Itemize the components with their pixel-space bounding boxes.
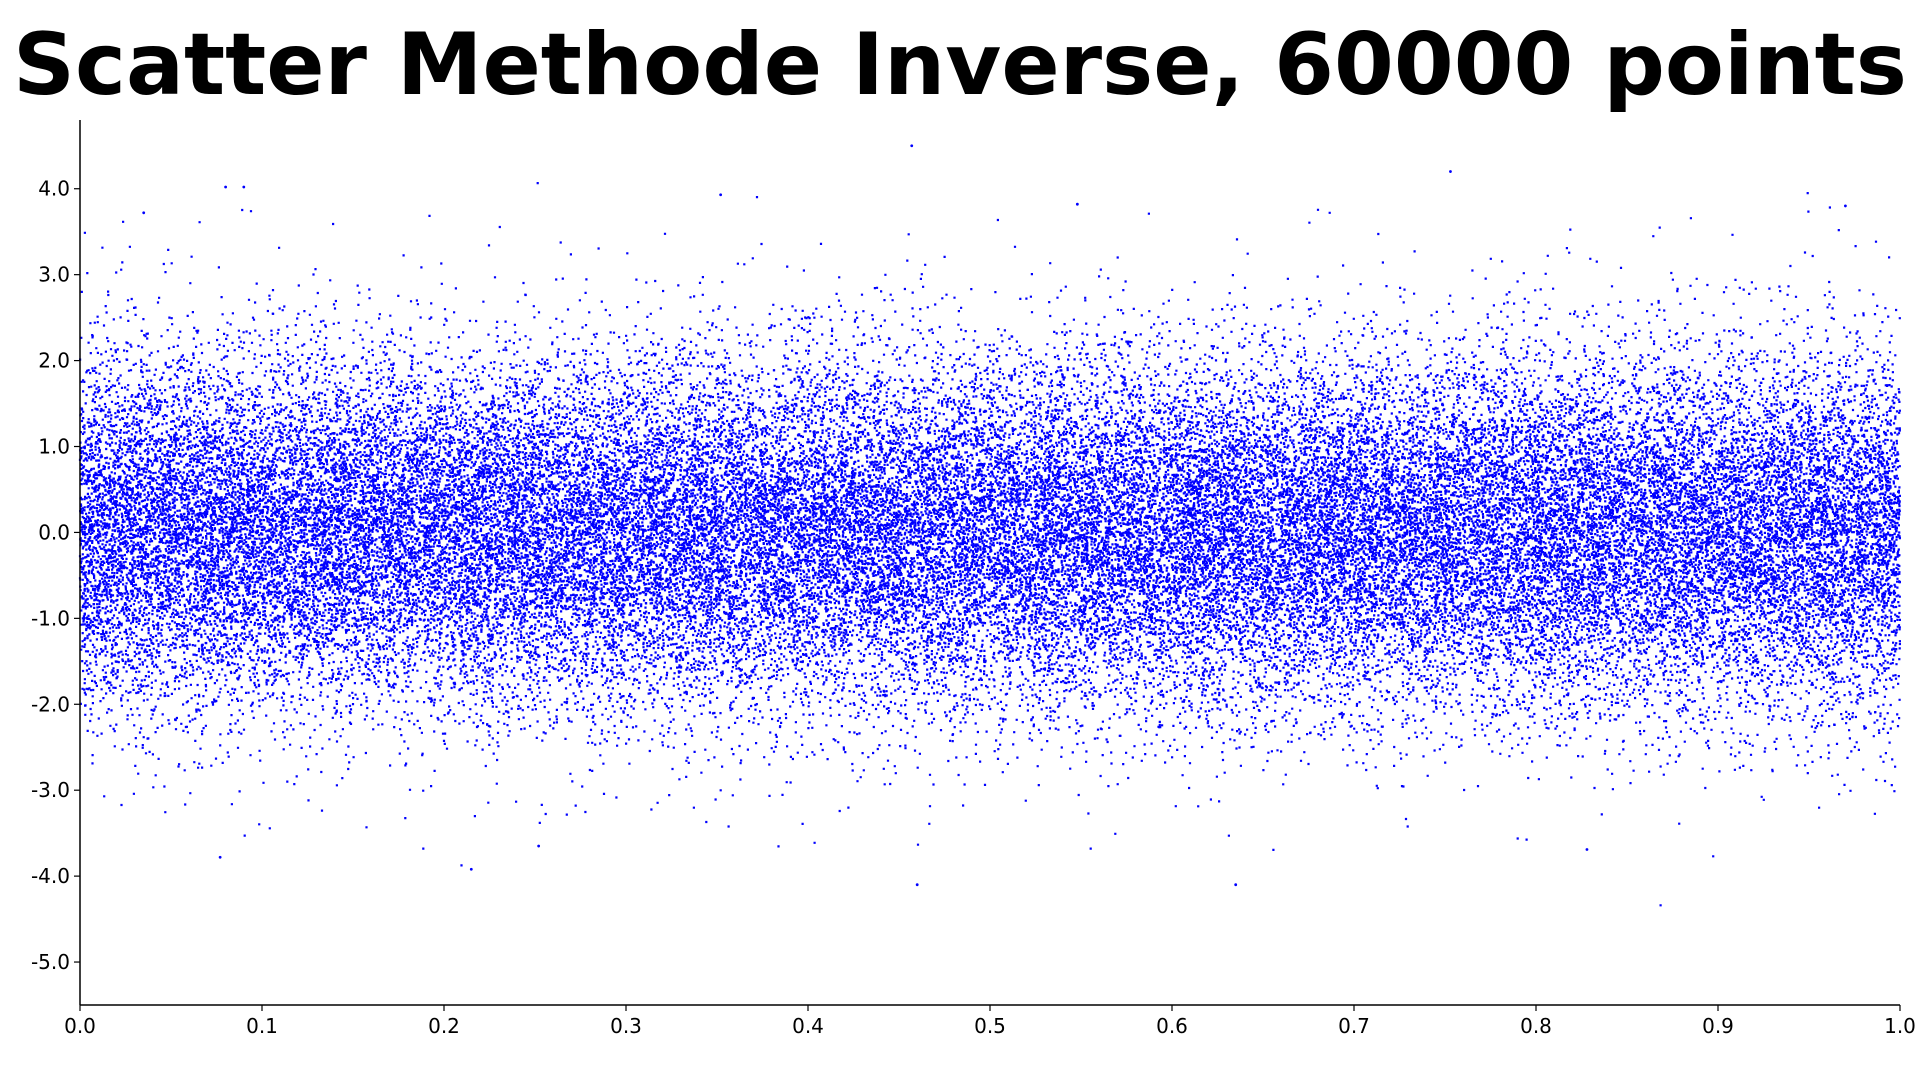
scatter-point	[1075, 202, 1079, 206]
x-tick-label: 0.0	[64, 1014, 96, 1038]
scatter-point	[1234, 883, 1238, 887]
y-tick-label: -3.0	[31, 778, 70, 802]
x-tick-label: 0.6	[1156, 1014, 1188, 1038]
scatter-point	[1585, 848, 1589, 851]
scatter-point	[1449, 170, 1452, 173]
scatter-point	[537, 844, 541, 848]
scatter-point-group	[78, 212, 1901, 837]
x-tick-label: 0.7	[1338, 1014, 1370, 1038]
y-tick-label: -5.0	[31, 950, 70, 974]
scatter-point-group	[79, 246, 1901, 848]
x-tick-label: 0.4	[792, 1014, 824, 1038]
y-tick-label: -1.0	[31, 606, 70, 630]
scatter-point	[719, 193, 723, 197]
y-tick-label: 4.0	[38, 177, 70, 201]
y-tick-label: 0.0	[38, 520, 70, 544]
y-axis-ticks: -5.0 -4.0 -3.0 -2.0 -1.0 0.0 1.0 2.0 3.0 4.0	[31, 177, 80, 974]
scatter-point-group	[80, 182, 1902, 825]
scatter-point-group	[79, 226, 1901, 829]
y-tick-label: -4.0	[31, 864, 70, 888]
x-tick-label: 0.8	[1520, 1014, 1552, 1038]
scatter-point	[910, 144, 914, 148]
x-tick-label: 0.2	[428, 1014, 460, 1038]
scatter-point	[915, 883, 919, 887]
scatter-point	[142, 211, 146, 215]
x-tick-label: 1.0	[1884, 1014, 1916, 1038]
x-tick-label: 0.9	[1702, 1014, 1734, 1038]
scatter-point	[224, 185, 228, 189]
y-tick-label: 3.0	[38, 263, 70, 287]
scatter-point	[1844, 204, 1847, 208]
scatter-point	[218, 855, 222, 859]
y-tick-label: 2.0	[38, 349, 70, 373]
scatter-point	[242, 185, 246, 189]
y-tick-label: -2.0	[31, 692, 70, 716]
axes: 0.0 0.1 0.2 0.3 0.4 0.5 0.6 0.7 0.8 0.9 1.0 -5.0 -4…	[31, 120, 1916, 1038]
x-axis-ticks: 0.0 0.1 0.2 0.3 0.4 0.5 0.6 0.7 0.8 0.9 1.0	[64, 1005, 1916, 1038]
x-tick-label: 0.3	[610, 1014, 642, 1038]
scatter-points	[78, 144, 1902, 907]
chart-title: Scatter Methode Inverse, 60000 points	[13, 15, 1907, 115]
x-tick-label: 0.5	[974, 1014, 1006, 1038]
scatter-point	[469, 867, 473, 871]
x-tick-label: 0.1	[246, 1014, 278, 1038]
y-tick-label: 1.0	[38, 435, 70, 459]
